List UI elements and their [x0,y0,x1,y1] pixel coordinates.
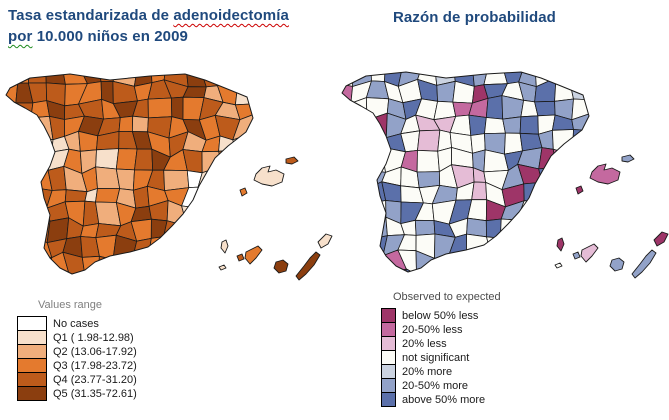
legend-label: Q1 ( 1.98-12.98) [53,331,134,344]
color-swatch [381,350,396,365]
island-lanzarote [317,233,333,249]
island-mallorca [253,165,285,187]
left-title-suffix: 10.000 niños en 2009 [32,28,188,45]
legend-row: below 50% less [381,308,501,323]
island-la-gomera [236,253,245,262]
island-tenerife [580,243,599,263]
island-el-hierro [554,262,563,269]
health-area-cells-left [6,74,253,274]
left-map-title: Tasa estandarizada de adenoidectomía por… [8,5,348,47]
legend-row: No cases [17,316,137,331]
island-fuerteventura [295,251,321,281]
color-swatch [17,358,47,373]
left-title-spellcheck-word: adenoidectomía [173,7,289,24]
color-swatch [17,386,47,401]
left-title-grammar-word: por [8,28,33,45]
legend-values-range-header: Values range [38,299,103,311]
color-swatch [17,372,47,387]
color-swatch [381,336,396,351]
health-area-cells-right [342,72,589,272]
legend-label: above 50% more [402,393,486,406]
color-swatch [381,322,396,337]
legend-label: Q5 (31.35-72.61) [53,387,137,400]
island-la-gomera [572,251,581,260]
island-ibiza [575,185,584,195]
island-menorca [285,156,299,165]
island-gran-canaria [609,257,625,272]
island-tenerife [244,245,263,265]
spain-mainland-outline [5,73,254,275]
legend-row: above 50% more [381,392,501,407]
legend-label: below 50% less [402,309,479,322]
color-swatch [17,344,47,359]
legend-label: No cases [53,317,99,330]
legend-row: Q1 ( 1.98-12.98) [17,330,137,345]
legend-label: 20% less [402,337,447,350]
choropleth-map-right-ratio [341,71,669,279]
legend-row: Q2 (13.06-17.92) [17,344,137,359]
color-swatch [381,364,396,379]
legend-row: 20-50% less [381,322,501,337]
legend-observed-header: Observed to expected [393,291,501,303]
legend-label: Q2 (13.06-17.92) [53,345,137,358]
legend-values-range: Values range No cases Q1 ( 1.98-12.98) Q… [17,299,137,401]
island-gran-canaria [273,259,289,274]
right-map-title: Razón de probabilidad [393,9,556,26]
legend-row: Q4 (23.77-31.20) [17,372,137,387]
island-lanzarote [653,231,669,247]
color-swatch [17,330,47,345]
legend-row: Q3 (17.98-23.72) [17,358,137,373]
legend-row: 20% less [381,336,501,351]
choropleth-map-left-rate [5,73,333,281]
legend-label: 20-50% less [402,323,463,336]
legend-label: Q3 (17.98-23.72) [53,359,137,372]
color-swatch [381,378,396,393]
legend-row: Q5 (31.35-72.61) [17,386,137,401]
legend-row: not significant [381,350,501,365]
island-fuerteventura [631,249,657,279]
island-menorca [621,154,635,163]
legend-label: Q4 (23.77-31.20) [53,373,137,386]
island-la-palma [220,239,229,254]
color-swatch [17,316,47,331]
left-map-title-line2: por 10.000 niños en 2009 [8,26,348,47]
legend-label: 20% more [402,365,453,378]
legend-observed-to-expected: Observed to expected below 50% less 20-5… [381,291,501,407]
color-swatch [381,392,396,407]
left-map-title-line1: Tasa estandarizada de adenoidectomía [8,5,348,26]
island-la-palma [556,237,565,252]
legend-row: 20-50% more [381,378,501,393]
island-mallorca [589,163,621,185]
legend-row: 20% more [381,364,501,379]
spain-mainland-outline [341,71,590,273]
island-ibiza [239,187,248,197]
left-title-prefix: Tasa estandarizada de [8,7,174,24]
color-swatch [381,308,396,323]
island-el-hierro [218,264,227,271]
legend-label: not significant [402,351,470,364]
legend-label: 20-50% more [402,379,469,392]
